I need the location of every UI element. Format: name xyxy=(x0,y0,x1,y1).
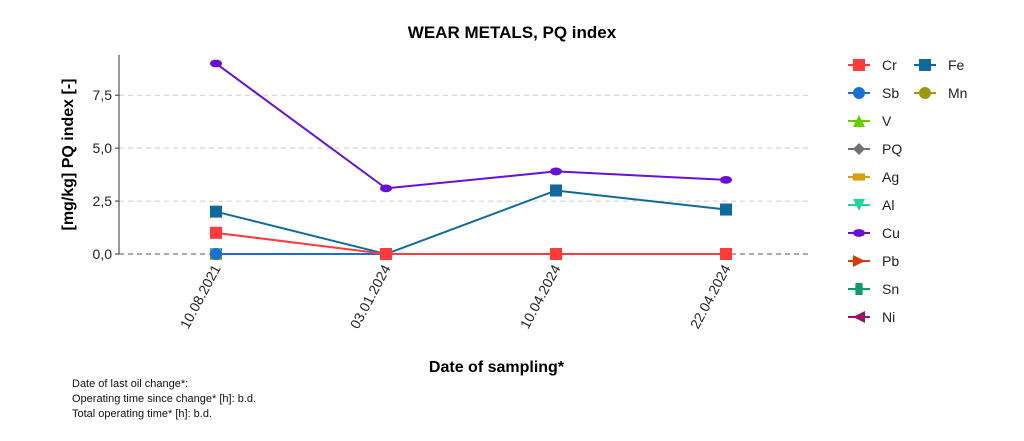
legend-marker-icon xyxy=(853,115,865,127)
series-line-cr xyxy=(215,231,726,255)
legend-marker-icon xyxy=(919,59,931,71)
y-tick-label: 0,0 xyxy=(93,246,113,262)
x-tick-label: 10.08.2021 xyxy=(177,262,224,332)
y-tick-label: 2,5 xyxy=(93,193,113,209)
legend-marker-icon xyxy=(853,229,865,237)
y-tick-label: 5,0 xyxy=(93,140,113,156)
x-tick-label: 22.04.2024 xyxy=(687,262,734,332)
legend-label: Sn xyxy=(882,281,899,297)
data-point-cr xyxy=(210,226,222,239)
data-point-sb xyxy=(210,248,222,260)
x-tick-label: 10.04.2024 xyxy=(517,262,564,332)
y-axis-label: [mg/kg] PQ index [-] xyxy=(60,79,77,231)
data-point-cr xyxy=(720,248,732,260)
note-last-oil-change: Date of last oil change*: xyxy=(72,378,189,390)
legend-label: PQ xyxy=(882,141,902,157)
legend-label: V xyxy=(882,113,892,129)
legend-label: Cu xyxy=(882,225,900,241)
data-point-cu xyxy=(550,167,562,176)
legend-label: Fe xyxy=(948,57,965,73)
legend-marker-icon xyxy=(853,199,865,211)
legend-marker-icon xyxy=(853,173,865,181)
legend-marker-icon xyxy=(855,283,863,295)
legend-label: Ag xyxy=(882,169,899,185)
legend-marker-icon xyxy=(919,87,931,99)
legend-marker-icon xyxy=(853,59,865,71)
legend-label: Ni xyxy=(882,309,895,325)
data-point-fe xyxy=(720,203,732,216)
legend-marker-icon xyxy=(853,87,865,99)
legend-marker-icon xyxy=(853,311,865,323)
data-point-fe xyxy=(210,205,222,218)
x-axis-label: Date of sampling* xyxy=(429,359,565,376)
legend-label: Al xyxy=(882,197,894,213)
legend-label: Sb xyxy=(882,85,899,101)
series-line-fe xyxy=(215,189,727,256)
legend-marker-icon xyxy=(853,255,865,267)
data-point-cr xyxy=(550,248,562,260)
data-point-fe xyxy=(550,184,562,197)
note-operating-time: Operating time since change* [h]: b.d. xyxy=(72,393,257,405)
data-point-cr xyxy=(380,248,392,260)
legend-marker-icon xyxy=(853,143,865,155)
legend-label: Cr xyxy=(882,57,897,73)
note-total-time: Total operating time* [h]: b.d. xyxy=(72,408,213,420)
data-point-cu xyxy=(380,184,392,193)
series-line-cu xyxy=(215,62,727,190)
legend-label: Mn xyxy=(948,85,967,101)
legend-label: Pb xyxy=(882,253,899,269)
notes: Date of last oil change*: Operating time… xyxy=(72,377,256,422)
y-tick-label: 7,5 xyxy=(93,87,113,103)
chart-title: WEAR METALS, PQ index xyxy=(408,23,617,42)
data-point-cu xyxy=(210,59,222,68)
data-point-cu xyxy=(720,176,732,184)
x-tick-label: 03.01.2024 xyxy=(347,262,394,332)
